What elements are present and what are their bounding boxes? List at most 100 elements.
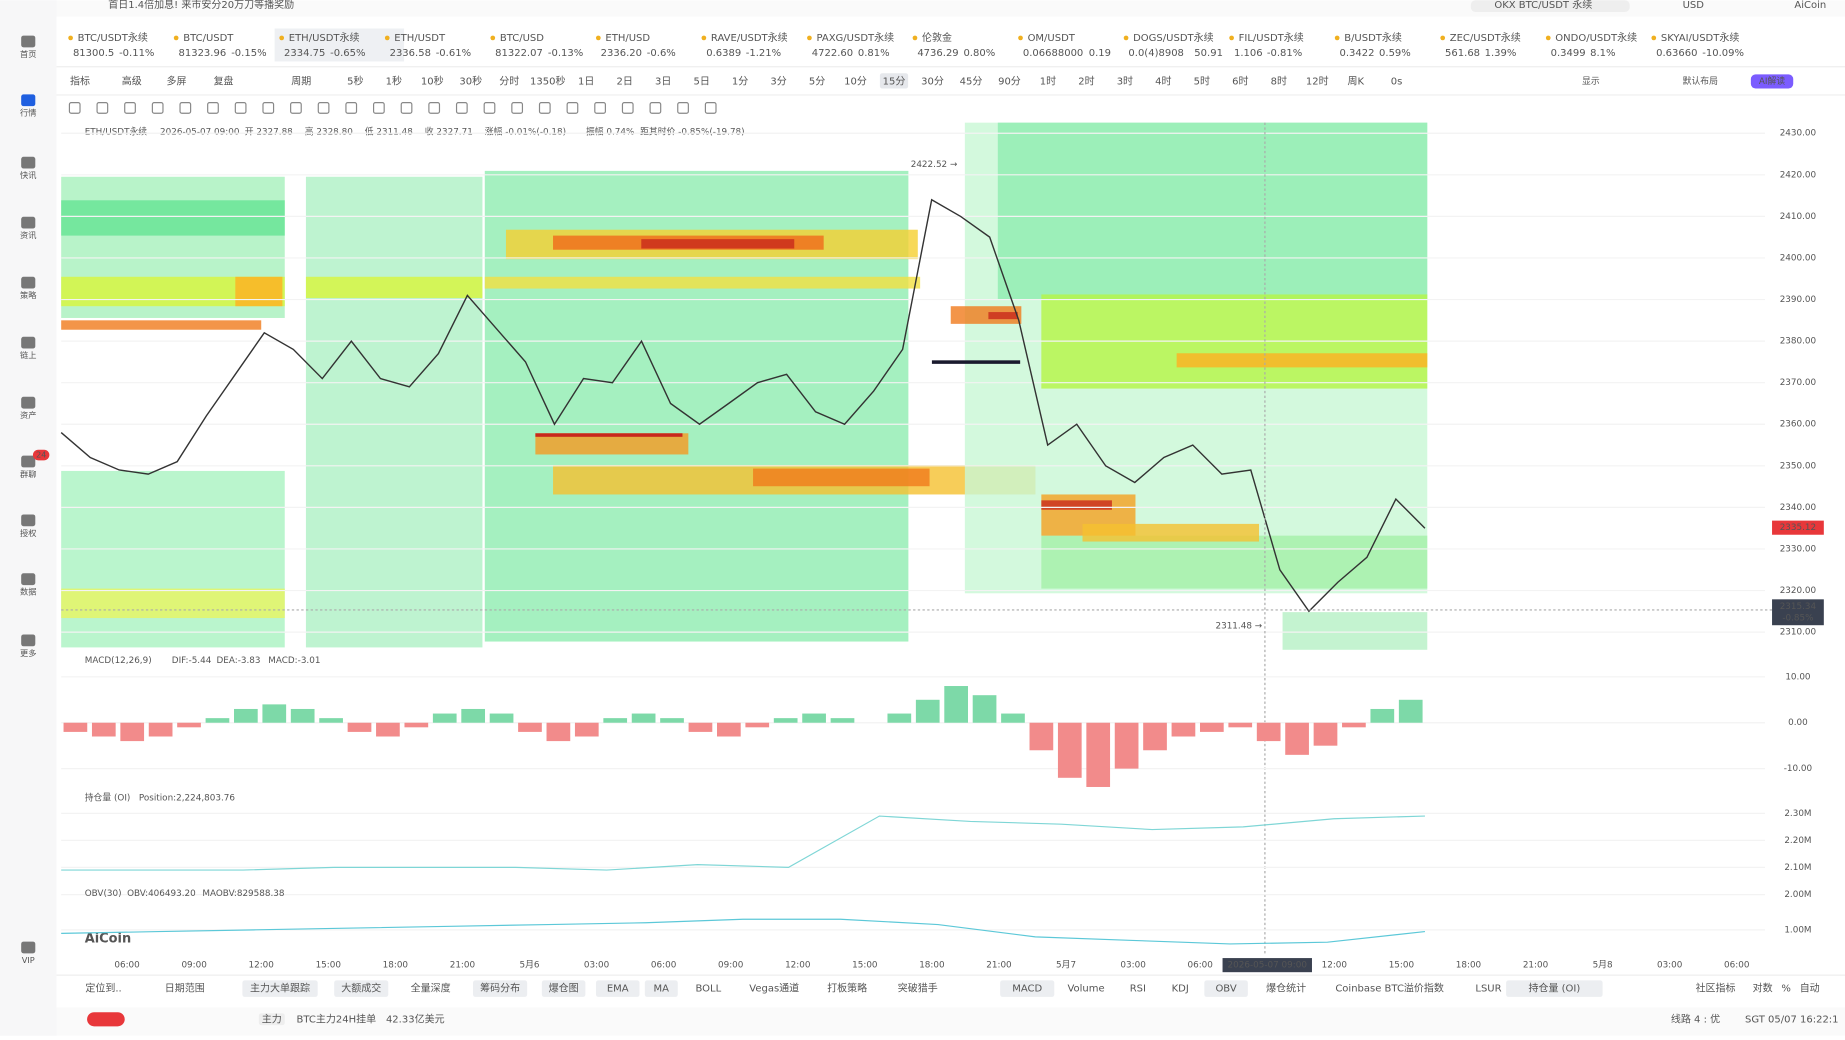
toolbar-right[interactable]: 显示 [1582, 76, 1600, 87]
period[interactable]: 1秒 [386, 74, 402, 87]
period[interactable]: 30秒 [459, 74, 482, 87]
sidebar-label[interactable]: 数据 [20, 587, 36, 597]
ticker-price[interactable]: 0.63660 [1656, 48, 1697, 59]
drawing-tool[interactable] [124, 102, 136, 114]
drawing-tool[interactable] [290, 102, 302, 114]
sidebar-label[interactable]: 行情 [20, 108, 36, 118]
ticker-change[interactable]: -0.11% [119, 48, 154, 59]
drawing-tool[interactable] [345, 102, 358, 114]
drawing-tool[interactable] [68, 102, 81, 114]
bottom-tab[interactable]: MA [654, 984, 670, 995]
period[interactable]: 12时 [1306, 75, 1329, 87]
sidebar-label[interactable]: 资产 [20, 410, 36, 420]
tab-bg[interactable] [595, 980, 640, 997]
ticker-name[interactable]: ETH/USDT永续 [289, 31, 360, 44]
period[interactable]: 周期 [291, 75, 311, 87]
ticker-change[interactable]: 0.19 [1089, 48, 1111, 59]
period[interactable]: 6时 [1232, 75, 1248, 87]
ticker-price[interactable]: 0.3422 [1340, 48, 1375, 59]
tab-bg[interactable] [1000, 980, 1055, 997]
sidebar-icon[interactable] [21, 396, 36, 409]
ticker-change[interactable]: 50.91 [1194, 48, 1223, 59]
ticker-change[interactable]: -0.6% [647, 48, 676, 59]
tab-bg[interactable] [644, 980, 678, 997]
period[interactable]: 5时 [1194, 75, 1210, 87]
ticker-change[interactable]: -0.15% [231, 48, 266, 59]
sidebar-icon[interactable] [21, 455, 36, 468]
ticker-price[interactable]: 2334.75 [284, 48, 325, 59]
ticker-price[interactable]: 0.3499 [1551, 48, 1586, 59]
drawing-tool[interactable] [621, 102, 634, 114]
period[interactable]: 1分 [732, 75, 748, 87]
ticker-price[interactable]: 81322.07 [495, 48, 543, 59]
bottom-tab[interactable]: 定位到.. [85, 982, 121, 995]
ticker-name[interactable]: ETH/USDT [394, 33, 446, 44]
bottom-tab[interactable]: 突破猎手 [898, 982, 938, 995]
tab-bg[interactable] [1506, 980, 1603, 997]
ticker-price[interactable]: 0.06688000 [1023, 48, 1083, 59]
ticker-name[interactable]: 伦敦金 [922, 31, 952, 44]
period[interactable]: 15分 [883, 75, 906, 87]
ticker-name[interactable]: FIL/USDT永续 [1239, 31, 1304, 44]
ticker-change[interactable]: -0.13% [548, 48, 583, 59]
drawing-tool[interactable] [373, 102, 385, 114]
period[interactable]: 10秒 [421, 74, 444, 87]
bottom-tab[interactable]: EMA [607, 984, 629, 995]
period[interactable]: 指标 [70, 74, 90, 87]
period[interactable]: 5秒 [347, 74, 363, 87]
ticker-change[interactable]: 0.80% [963, 48, 995, 59]
ticker-name[interactable]: BTC/USDT [183, 33, 234, 44]
period[interactable]: 1日 [578, 76, 594, 87]
ticker-price[interactable]: 1.106 [1234, 48, 1263, 59]
ticker-price[interactable]: 0.0(4)8908 [1128, 48, 1184, 59]
ticker-name[interactable]: BTC/USD [500, 33, 544, 44]
sidebar-label[interactable]: 群聊 [20, 469, 36, 479]
ticker-price[interactable]: 81323.96 [178, 48, 226, 59]
period[interactable]: 1350秒 [530, 74, 565, 87]
drawing-tool[interactable] [179, 102, 192, 114]
bottom-tab[interactable]: 日期范围 [165, 982, 205, 995]
bottom-tab[interactable]: 对数 [1753, 982, 1773, 995]
bottom-tab[interactable]: 爆仓图 [549, 982, 579, 995]
ticker-name[interactable]: OM/USDT [1028, 33, 1076, 44]
period[interactable]: 分时 [499, 75, 519, 87]
sidebar-icon[interactable] [21, 514, 36, 527]
ticker-name[interactable]: ETH/USD [605, 33, 650, 44]
ticker-price[interactable]: 561.68 [1445, 48, 1480, 59]
sidebar-label[interactable]: 链上 [20, 350, 36, 360]
ai-button[interactable] [1750, 74, 1794, 89]
ticker-change[interactable]: -10.09% [1702, 48, 1744, 59]
drawing-tool[interactable] [96, 102, 109, 114]
period[interactable]: 周K [1347, 75, 1364, 87]
period[interactable]: 3分 [770, 75, 786, 87]
bottom-tab[interactable]: 大额成交 [341, 982, 381, 995]
sidebar-icon[interactable] [21, 336, 36, 349]
period[interactable]: 多屏 [166, 74, 186, 87]
period[interactable]: 5日 [693, 76, 709, 87]
bottom-tab[interactable]: 全量深度 [411, 982, 451, 995]
bottom-tab[interactable]: BOLL [695, 984, 721, 995]
ticker-name[interactable]: ZEC/USDT永续 [1450, 31, 1521, 44]
ticker-name[interactable]: B/USDT永续 [1344, 31, 1402, 44]
ticker-change[interactable]: -1.21% [746, 48, 781, 59]
bottom-tab[interactable]: 主力大单跟踪 [250, 982, 310, 995]
bottom-tab[interactable]: % [1781, 984, 1791, 995]
period[interactable]: 45分 [960, 75, 983, 87]
period[interactable]: 2时 [1078, 75, 1094, 87]
ticker-change[interactable]: 1.39% [1485, 48, 1517, 59]
search-box[interactable] [1470, 0, 1630, 13]
sidebar-label[interactable]: 首页 [20, 49, 36, 59]
tab-bg[interactable] [473, 980, 528, 997]
ticker-price[interactable]: 2336.58 [390, 48, 431, 59]
drawing-tool[interactable] [151, 102, 164, 114]
ticker-name[interactable]: RAVE/USDT永续 [711, 31, 788, 44]
search-text[interactable]: OKX BTC/USDT 永续 [1494, 0, 1592, 11]
period[interactable]: 8时 [1271, 75, 1287, 87]
period[interactable]: 10分 [844, 75, 867, 87]
sidebar-icon[interactable] [21, 276, 36, 289]
period[interactable]: 0s [1391, 76, 1403, 87]
sidebar-label[interactable]: 授权 [20, 528, 36, 538]
sidebar-icon[interactable] [21, 94, 36, 107]
sidebar-icon[interactable] [21, 35, 36, 48]
drawing-tool[interactable] [704, 102, 717, 114]
